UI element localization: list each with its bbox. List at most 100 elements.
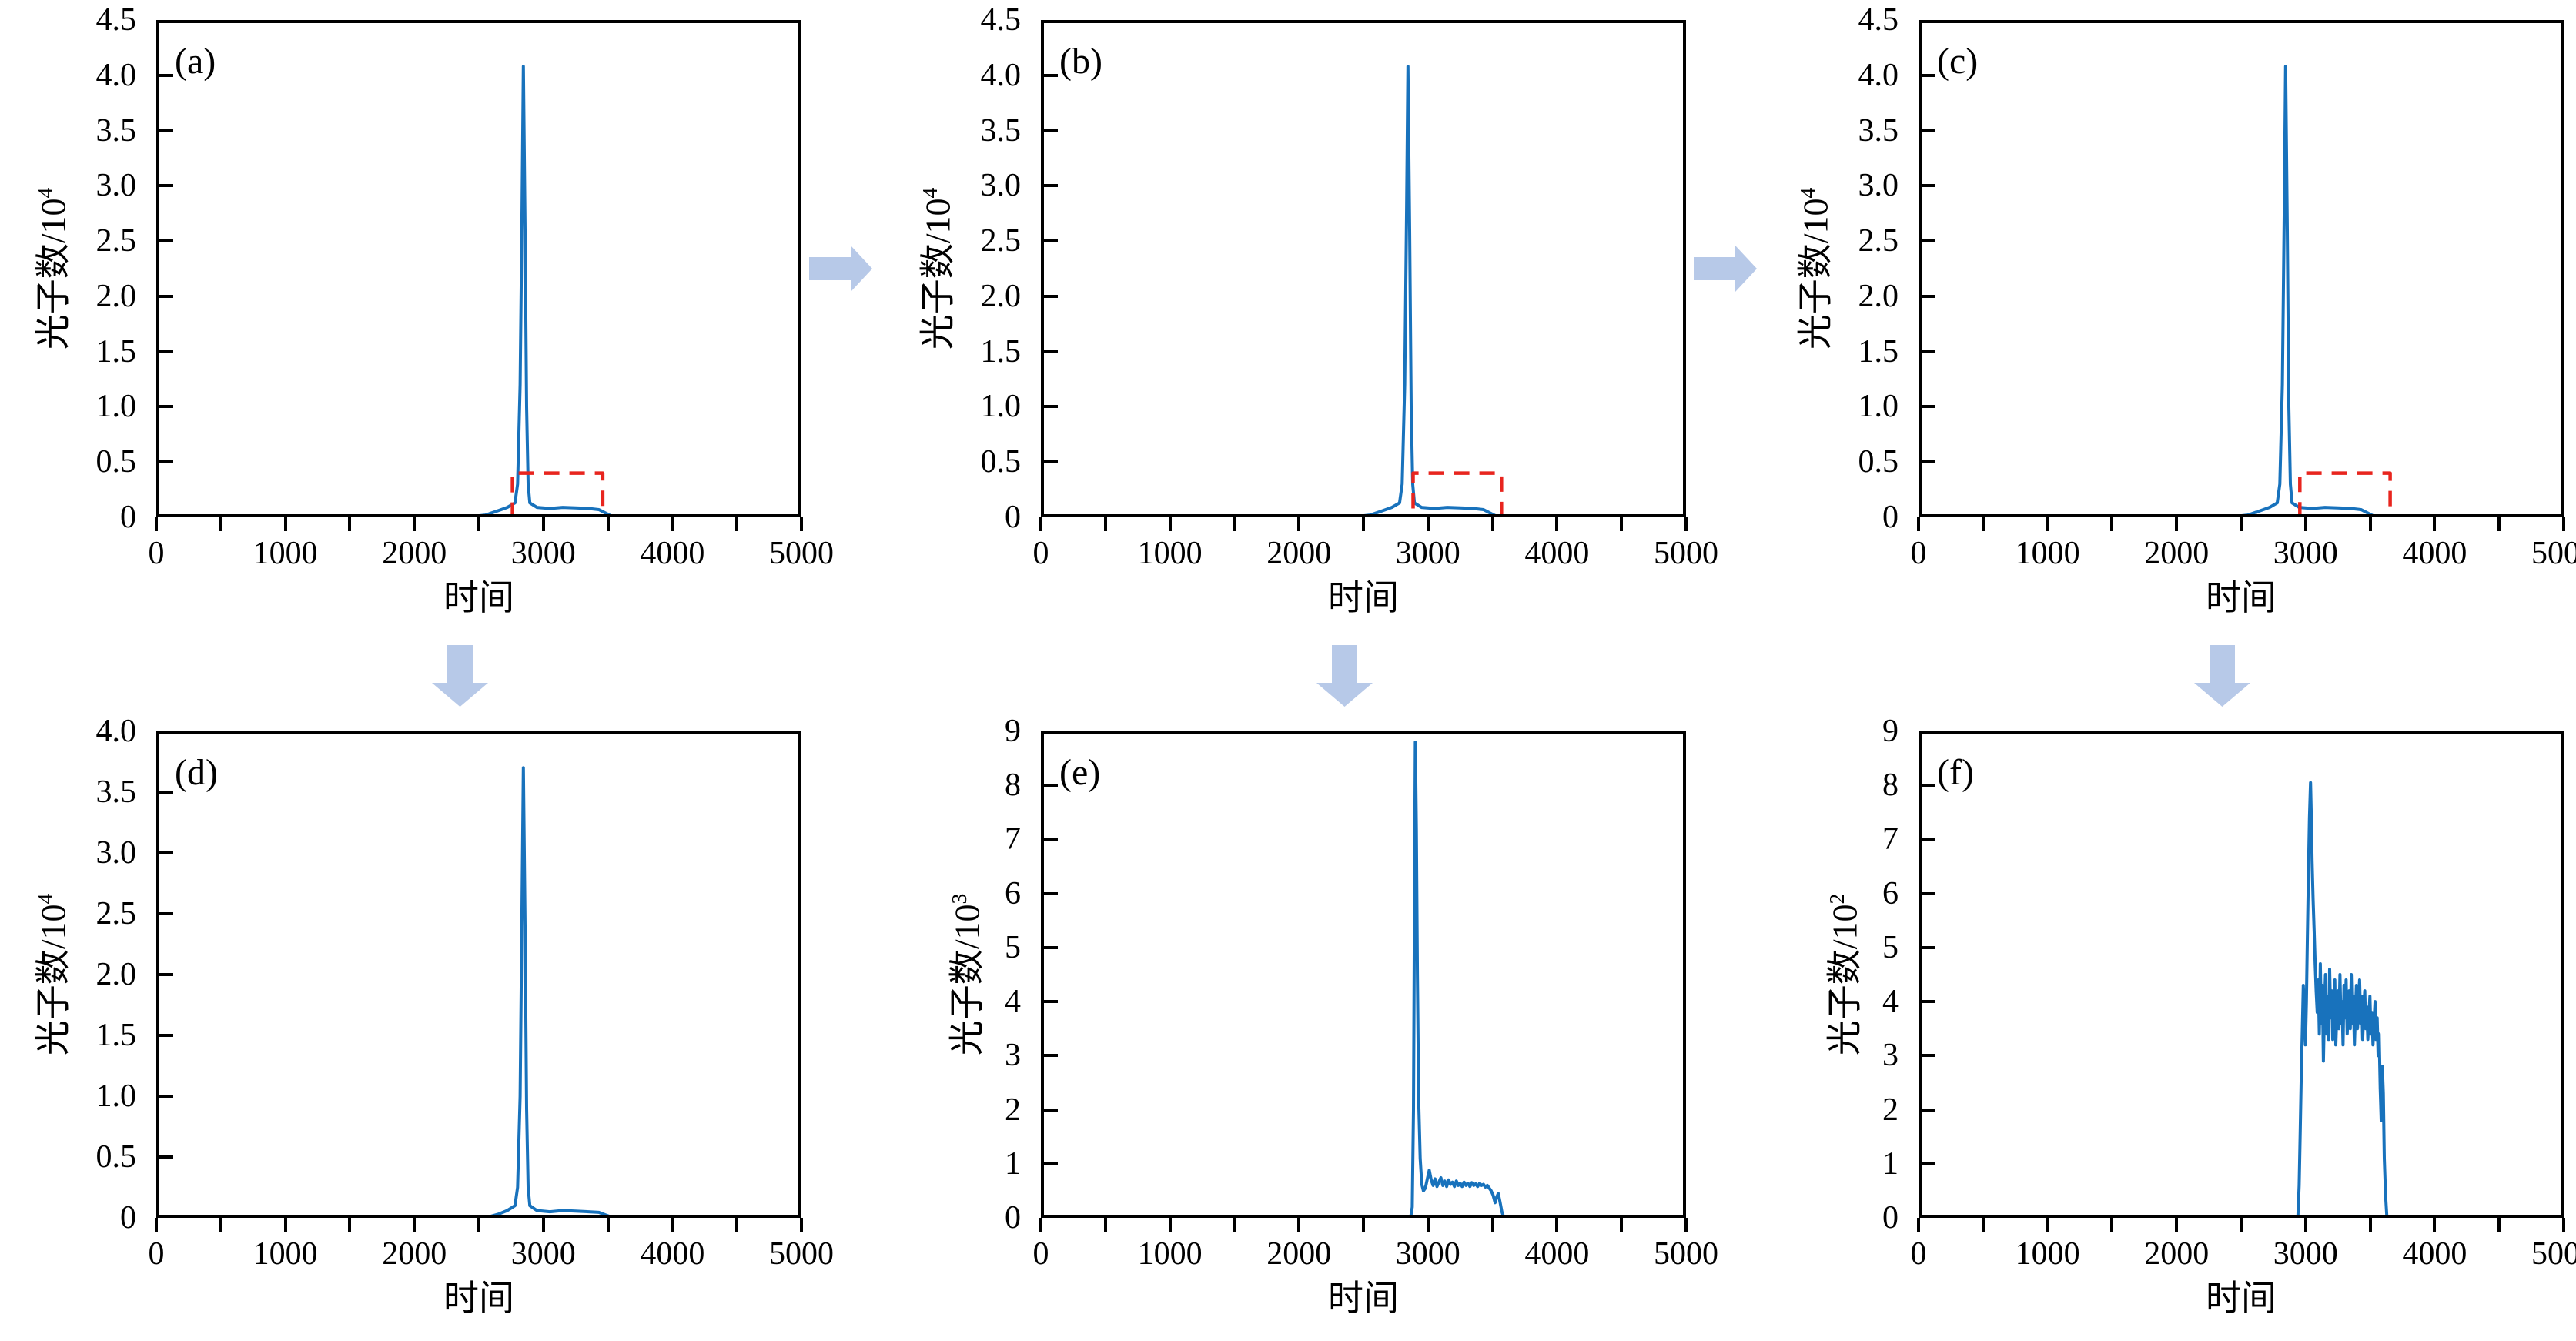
y-tick-label: 1.5 xyxy=(95,333,137,370)
y-tick-label: 3.0 xyxy=(980,168,1022,204)
plot-c-curves xyxy=(2241,65,2392,514)
y-tick-label: 0 xyxy=(1882,500,1899,535)
y-tick xyxy=(159,73,173,77)
x-tick xyxy=(541,517,545,531)
x-tick xyxy=(1039,517,1042,531)
y-tick-label: 1.0 xyxy=(980,389,1022,425)
arrow-right-icon xyxy=(809,246,872,292)
y-tick xyxy=(159,460,173,464)
y-tick-label: 5 xyxy=(1005,929,1021,965)
x-tick-label: 2000 xyxy=(382,536,447,571)
y-tick-label: 4.0 xyxy=(95,714,137,749)
plot-c: 0 1000 2000 3000 4000 5000 0 0.5 1.0 1.5 2.0 2.5 3.0… xyxy=(1795,2,2576,617)
y-tick xyxy=(1922,891,1935,895)
x-axis-label: 时间 xyxy=(1328,1279,1399,1318)
arrow-right-shape xyxy=(1694,246,1757,292)
y-tick-label: 2.0 xyxy=(980,278,1022,314)
plot-f-curves xyxy=(2296,781,2389,1215)
y-tick-label: 2.0 xyxy=(1858,278,1899,314)
y-tick xyxy=(159,973,173,976)
y-tick xyxy=(1044,1108,1058,1112)
x-tick xyxy=(1426,1218,1430,1232)
y-tick-label: 7 xyxy=(1882,821,1899,858)
plot-f: 0 1000 2000 3000 4000 5000 0 1 2 3 4 5 6 7 8 9 (f) 时间 光子数/… xyxy=(1825,714,2576,1318)
y-tick xyxy=(1044,784,1058,788)
x-tick-label: 0 xyxy=(148,1236,165,1272)
y-tick-label: 8 xyxy=(1882,767,1899,804)
selection-gate-line xyxy=(2298,471,2392,514)
arrow-b-to-c xyxy=(1694,246,1757,292)
y-axis-label: 光子数/104 xyxy=(908,107,957,430)
y-tick-label: 9 xyxy=(1882,714,1899,749)
y-tick xyxy=(1922,460,1935,464)
y-tick xyxy=(1922,838,1935,841)
y-tick xyxy=(1044,945,1058,949)
arrow-b-to-e xyxy=(1316,645,1373,707)
x-tick xyxy=(2497,517,2501,531)
x-tick xyxy=(1490,517,1494,531)
x-tick-label: 1000 xyxy=(1137,1236,1203,1272)
y-tick xyxy=(159,184,173,188)
y-tick-label: 0.5 xyxy=(1858,444,1899,480)
x-tick xyxy=(2368,517,2372,531)
y-tick xyxy=(1922,73,1935,77)
y-tick-label: 3 xyxy=(1882,1038,1899,1074)
x-tick xyxy=(2433,1218,2437,1232)
y-tick-label: 4.5 xyxy=(980,2,1022,38)
x-tick xyxy=(606,1218,610,1232)
y-tick-label: 9 xyxy=(1005,714,1021,749)
y-tick xyxy=(159,129,173,132)
y-tick xyxy=(159,405,173,409)
x-tick xyxy=(219,1218,222,1232)
photon-count-line xyxy=(2296,781,2389,1215)
plot-f-axes xyxy=(1919,731,2564,1218)
x-tick xyxy=(283,517,287,531)
y-tick-label: 1 xyxy=(1882,1145,1899,1182)
y-tick-label: 2 xyxy=(1005,1092,1021,1128)
x-tick-label: 4000 xyxy=(640,536,705,571)
x-tick-label: 1000 xyxy=(1137,536,1203,571)
y-tick-label: 0 xyxy=(120,500,136,535)
y-tick xyxy=(1044,294,1058,298)
plot-d-axes xyxy=(156,731,801,1218)
subplot-label-d: (d) xyxy=(175,752,218,793)
x-axis-label: 时间 xyxy=(2206,578,2277,617)
y-tick xyxy=(1044,184,1058,188)
y-tick xyxy=(1922,184,1935,188)
y-tick xyxy=(159,349,173,353)
y-tick xyxy=(159,294,173,298)
x-tick xyxy=(1233,517,1236,531)
y-tick-label: 6 xyxy=(1882,875,1899,911)
x-tick-label: 3000 xyxy=(1395,1236,1460,1272)
x-tick-label: 2000 xyxy=(382,1236,447,1272)
x-tick-label: 1000 xyxy=(253,536,318,571)
plot-e-axes xyxy=(1041,731,1686,1218)
x-tick xyxy=(348,517,352,531)
x-tick-label: 3000 xyxy=(2273,1236,2338,1272)
y-tick xyxy=(159,1095,173,1098)
x-tick-label: 2000 xyxy=(2144,536,2210,571)
y-tick xyxy=(159,1155,173,1159)
plot-a-axes xyxy=(156,20,801,517)
y-tick xyxy=(1044,239,1058,243)
subplot-label-a: (a) xyxy=(175,41,216,82)
arrow-down-icon xyxy=(2193,645,2250,707)
arrow-down-shape xyxy=(431,645,488,707)
y-tick-label: 6 xyxy=(1005,875,1021,911)
subplot-label-b: (b) xyxy=(1059,41,1102,82)
y-tick xyxy=(1044,1000,1058,1004)
y-tick-label: 1.0 xyxy=(95,1078,137,1114)
x-tick xyxy=(2562,517,2565,531)
x-tick-label: 0 xyxy=(1910,1236,1927,1272)
arrow-right-shape xyxy=(809,246,872,292)
y-axis-label-text: 光子数/10 xyxy=(947,904,987,1056)
x-tick-label: 0 xyxy=(148,536,165,571)
x-tick xyxy=(2497,1218,2501,1232)
y-tick-label: 3 xyxy=(1005,1038,1021,1074)
y-tick xyxy=(1922,1108,1935,1112)
x-tick xyxy=(1362,1218,1365,1232)
y-tick-label: 4 xyxy=(1005,984,1021,1020)
y-axis-label: 光子数/104 xyxy=(1785,107,1835,430)
x-tick xyxy=(800,517,803,531)
